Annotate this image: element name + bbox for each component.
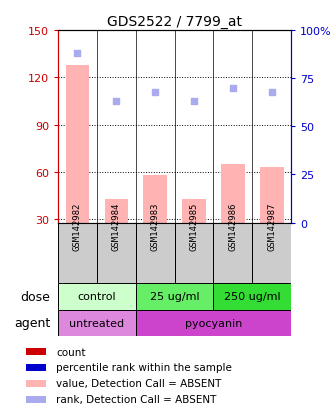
Text: agent: agent <box>14 317 50 330</box>
Bar <box>26 364 46 371</box>
Bar <box>143 176 167 223</box>
Text: GSM142985: GSM142985 <box>190 202 199 250</box>
Text: GSM142987: GSM142987 <box>267 202 276 250</box>
Point <box>114 99 119 105</box>
Bar <box>136 310 291 337</box>
Bar <box>97 223 136 283</box>
Bar <box>26 348 46 355</box>
Text: GSM142984: GSM142984 <box>112 202 121 250</box>
Bar <box>221 165 245 223</box>
Bar <box>26 380 46 387</box>
Bar <box>58 283 136 310</box>
Bar <box>136 223 174 283</box>
Bar <box>26 396 46 403</box>
Point <box>75 51 80 57</box>
Point <box>269 89 274 96</box>
Point <box>153 89 158 96</box>
Bar <box>66 66 89 223</box>
Bar <box>136 283 213 310</box>
Bar <box>213 283 291 310</box>
Point <box>191 99 197 105</box>
Text: percentile rank within the sample: percentile rank within the sample <box>56 363 232 373</box>
Bar <box>213 223 252 283</box>
Bar <box>182 199 206 223</box>
Text: count: count <box>56 347 86 357</box>
Text: 25 ug/ml: 25 ug/ml <box>150 291 199 301</box>
Bar <box>105 199 128 223</box>
Text: GSM142982: GSM142982 <box>73 202 82 250</box>
Text: control: control <box>77 291 116 301</box>
Text: pyocyanin: pyocyanin <box>185 318 242 328</box>
Bar <box>174 223 213 283</box>
Text: 250 ug/ml: 250 ug/ml <box>224 291 281 301</box>
Text: untreated: untreated <box>69 318 124 328</box>
Text: rank, Detection Call = ABSENT: rank, Detection Call = ABSENT <box>56 394 217 404</box>
Bar <box>58 310 136 337</box>
Bar <box>252 223 291 283</box>
Bar <box>260 168 283 223</box>
Point <box>230 85 236 92</box>
Text: dose: dose <box>20 290 50 303</box>
Text: GSM142986: GSM142986 <box>228 202 237 250</box>
Title: GDS2522 / 7799_at: GDS2522 / 7799_at <box>107 14 242 28</box>
Text: value, Detection Call = ABSENT: value, Detection Call = ABSENT <box>56 378 222 389</box>
Text: GSM142983: GSM142983 <box>151 202 160 250</box>
Bar <box>58 223 97 283</box>
